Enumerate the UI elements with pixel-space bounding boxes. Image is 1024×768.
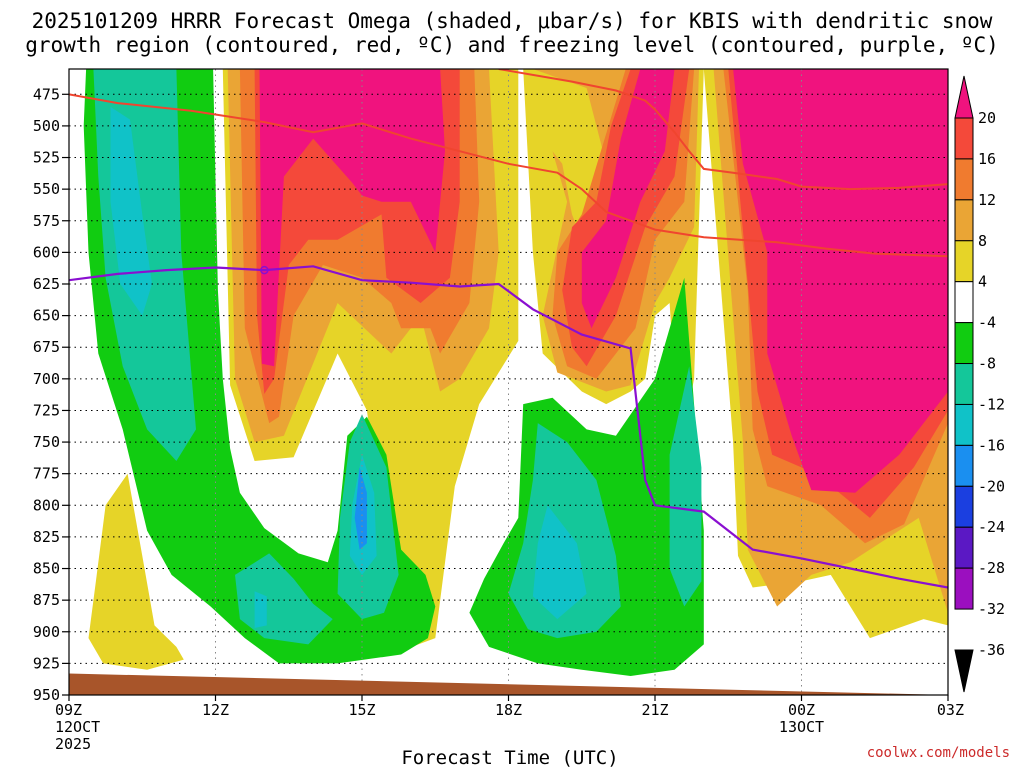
y-tick-label-850: 850: [33, 560, 60, 578]
y-tick-label-500: 500: [33, 117, 60, 135]
colorbar-band-12: [954, 567, 974, 610]
colorbar-band-10: [954, 485, 974, 528]
colorbar-label-3: 8: [978, 232, 987, 250]
y-tick-label-600: 600: [33, 243, 60, 261]
omega-region-25: [532, 505, 587, 620]
x-tick-label-03Z: 03Z: [937, 701, 964, 719]
plot-area: [69, 69, 948, 695]
omega-region-26: [669, 366, 702, 607]
colorbar-label-11: -28: [978, 559, 1005, 577]
x-tick-year-09Z: 2025: [55, 735, 91, 753]
omega-region-4: [259, 69, 445, 367]
omega-region-19: [254, 591, 267, 628]
colorbar-band-11: [954, 526, 974, 569]
freezing-level-marker: [260, 265, 269, 275]
colorbar-label-7: -12: [978, 395, 1005, 413]
ground-fill: [69, 673, 948, 695]
x-tick-date-00Z: 13OCT: [779, 718, 824, 736]
y-tick-label-825: 825: [33, 528, 60, 546]
x-tick-label-00Z: 00Z: [788, 701, 815, 719]
colorbar-band-6: [954, 322, 974, 365]
y-tick-label-675: 675: [33, 338, 60, 356]
ground-layer: [69, 673, 948, 695]
dgz-contour--12: [69, 93, 948, 258]
x-tick-label-18Z: 18Z: [495, 701, 522, 719]
colorbar-band-9: [954, 444, 974, 487]
y-tick-label-725: 725: [33, 401, 60, 419]
y-tick-label-525: 525: [33, 149, 60, 167]
colorbar-band-bottom: [954, 649, 974, 693]
colorbar-label-2: 12: [978, 191, 996, 209]
colorbar-label-10: -24: [978, 518, 1005, 536]
y-tick-label-875: 875: [33, 591, 60, 609]
colorbar-label-6: -8: [978, 355, 996, 373]
x-axis-label: Forecast Time (UTC): [401, 747, 618, 768]
y-tick-label-625: 625: [33, 275, 60, 293]
colorbar-label-5: -4: [978, 314, 996, 332]
y-tick-label-650: 650: [33, 307, 60, 325]
x-tick-date-09Z: 12OCT: [55, 718, 100, 736]
colorbar-band-2: [954, 158, 974, 201]
y-axis: 475 500 525 550 575 600 625 650 675 700 725 750 775 8…: [33, 85, 69, 704]
credit-text: coolwx.com/models: [867, 745, 1010, 761]
chart-title-line-2: growth region (contoured, red, ºC) and f…: [25, 33, 999, 57]
y-tick-label-750: 750: [33, 433, 60, 451]
colorbar-label-4: 4: [978, 273, 987, 291]
y-tick-label-575: 575: [33, 212, 60, 230]
omega-region-27: [88, 473, 184, 670]
colorbar-label-0: 20: [978, 109, 996, 127]
omega-region-14: [733, 69, 948, 493]
x-tick-label-15Z: 15Z: [348, 701, 375, 719]
freezing-level-line: [69, 265, 948, 589]
gridlines: [69, 69, 948, 695]
x-tick-label-12Z: 12Z: [202, 701, 229, 719]
chart-title-line-1: 2025101209 HRRR Forecast Omega (shaded, …: [32, 9, 993, 33]
y-tick-label-775: 775: [33, 465, 60, 483]
y-tick-label-800: 800: [33, 496, 60, 514]
contour-lines: [69, 69, 948, 589]
colorbar-label-12: -32: [978, 600, 1005, 618]
y-tick-label-475: 475: [33, 85, 60, 103]
omega-region-17: [110, 106, 152, 316]
colorbar-band-3: [954, 199, 974, 242]
y-tick-label-700: 700: [33, 370, 60, 388]
colorbar-label-9: -20: [978, 477, 1005, 495]
colorbar-band-7: [954, 363, 974, 405]
x-tick-label-21Z: 21Z: [641, 701, 668, 719]
x-tick-label-09Z: 09Z: [55, 701, 82, 719]
colorbar-label-1: 16: [978, 150, 996, 168]
omega-region-9: [581, 69, 675, 329]
omega-region-22: [354, 467, 367, 550]
colorbar-label-13: -36: [978, 641, 1005, 659]
dgz-contour--18: [498, 69, 948, 191]
omega-shading: [83, 69, 948, 676]
y-tick-label-950: 950: [33, 686, 60, 704]
colorbar-band-5: [954, 281, 974, 324]
y-tick-label-550: 550: [33, 180, 60, 198]
colorbar-label-8: -16: [978, 436, 1005, 454]
y-tick-label-925: 925: [33, 654, 60, 672]
y-tick-label-900: 900: [33, 623, 60, 641]
colorbar-band-4: [954, 240, 974, 283]
colorbar-band-8: [954, 403, 974, 446]
colorbar: 20 16 12 8 4 -4 -8 -12 -16 -20 -24 -28 -32 -36: [954, 75, 1005, 693]
colorbar-band-1: [954, 117, 974, 160]
